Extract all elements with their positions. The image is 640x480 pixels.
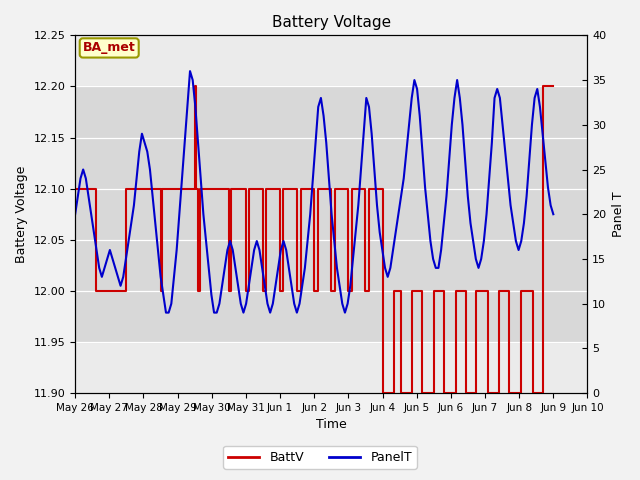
PanelT: [79, 167, 87, 172]
BattV: [246, 288, 253, 294]
BattV: [362, 288, 369, 294]
PanelT: [127, 220, 135, 226]
Line: PanelT: PanelT: [75, 71, 554, 312]
BattV: [71, 186, 79, 192]
BattV: [452, 288, 460, 294]
PanelT: [71, 211, 79, 217]
PanelT: [259, 265, 266, 271]
Legend: BattV, PanelT: BattV, PanelT: [223, 446, 417, 469]
PanelT: [186, 68, 194, 74]
PanelT: [501, 149, 509, 155]
PanelT: [173, 247, 180, 253]
Text: BA_met: BA_met: [83, 41, 136, 54]
BattV: [328, 288, 335, 294]
PanelT: [162, 310, 170, 315]
X-axis label: Time: Time: [316, 419, 347, 432]
Line: BattV: BattV: [75, 86, 554, 393]
BattV: [550, 84, 557, 89]
Y-axis label: Battery Voltage: Battery Voltage: [15, 166, 28, 263]
BattV: [92, 288, 99, 294]
BattV: [191, 84, 198, 89]
Bar: [75, 86, 588, 342]
BattV: [379, 390, 387, 396]
PanelT: [550, 211, 557, 217]
Y-axis label: Panel T: Panel T: [612, 192, 625, 237]
Title: Battery Voltage: Battery Voltage: [272, 15, 391, 30]
BattV: [246, 186, 253, 192]
PanelT: [539, 131, 547, 137]
